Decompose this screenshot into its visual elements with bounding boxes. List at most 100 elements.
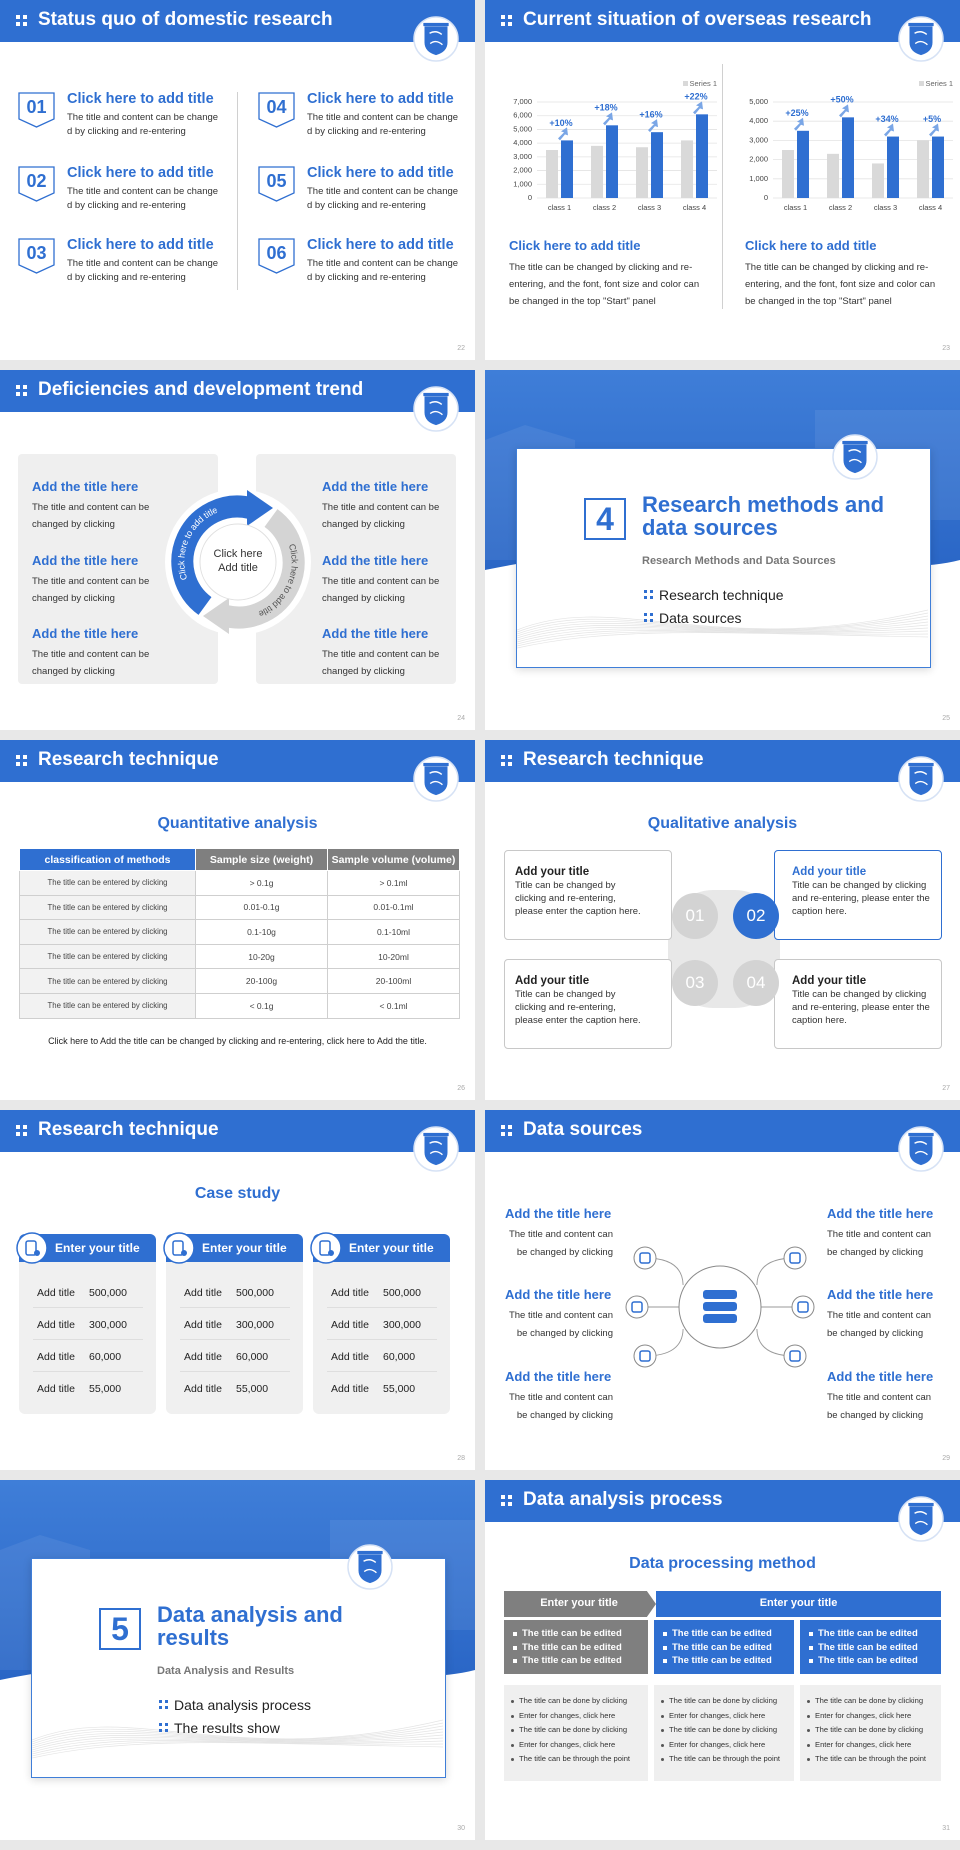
slide: Data analysis process Data processing met… [485,1480,960,1840]
annotation: +22% [684,92,707,102]
logo-band [842,440,868,445]
page-number: 25 [942,715,950,722]
item-text: The title and content can be changed by … [508,1229,613,1258]
dot [650,613,653,616]
logo-band [423,22,449,27]
header-bar [485,1110,960,1152]
item-title: Click here to add title [67,91,214,107]
header-title: Enter your title [540,1597,618,1609]
wave-line [32,1734,443,1751]
dot [644,596,647,599]
slide: Status quo of domestic research 01 Click h… [0,0,475,360]
dots-icon [501,1125,512,1136]
box-title: Add your title [792,975,867,987]
annotation-arrow [558,127,568,141]
logo-band [908,22,934,27]
bar [606,125,618,198]
wave-line [517,627,928,643]
wave-line [32,1741,443,1757]
icon-ring [163,1232,195,1264]
box-text: Title can be changed by clicking and re-… [515,880,641,917]
node-icon [789,1252,801,1264]
bar [932,136,944,198]
wave-line [32,1740,443,1755]
item-title: Add the title here [827,1287,934,1302]
logo-shield [424,26,448,56]
row-value: 55,000 [236,1383,269,1395]
node-circle [791,1295,815,1319]
row-value: 500,000 [236,1287,274,1299]
arc-grey [223,509,305,629]
badge-shape [258,166,295,202]
x-tick-label: class 2 [593,203,616,212]
header-cell: classification of methods [19,848,196,871]
slide-title: Research technique [38,1119,219,1140]
bottom-bullet: Enter for changes, click here [510,1709,642,1724]
dot [16,1132,20,1136]
dot [508,22,512,26]
logo-mark [429,771,443,786]
logo-band [908,762,934,767]
annotation: +50% [830,95,853,105]
row-value: 55,000 [383,1383,416,1395]
card-icon [163,1232,195,1264]
number-badge: 02 [18,166,55,202]
bullet: Data sources [659,610,742,626]
header-bar [485,740,960,782]
slide: 4 Research methods and data sources Resear… [485,370,960,730]
dot [508,1502,512,1506]
item-title: Add the title here [32,553,139,568]
top-bullet: The title can be edited [512,1654,640,1668]
row-rule [327,1371,437,1372]
table-cell: The title can be entered by clicking [19,919,196,945]
dot [159,1700,162,1703]
table-row: The title can be entered by clicking 0.1-… [19,919,460,945]
dots-icon [644,590,653,599]
header-cell [504,1591,656,1617]
item-text: The title and content can be changed by … [322,576,440,604]
hub-icon [703,1302,737,1311]
row-rule [180,1339,290,1340]
item-text: The title and content can be changed by … [827,1310,932,1339]
logo-shield [909,766,933,796]
logo [413,1126,459,1172]
logo-mark [429,401,443,416]
text-box: Add your title Title can be changed by cl… [504,959,672,1049]
dot [644,590,647,593]
logo-band [423,762,449,767]
header-title: Enter your title [759,1597,838,1609]
header-cell: Sample size (weight) [195,848,328,871]
top-bullet: The title can be edited [662,1654,786,1668]
section-heading: Case study [194,1185,281,1202]
table-row: The title can be entered by clicking 0.01… [19,894,460,921]
card-icon [16,1232,48,1264]
wave-line [517,632,928,649]
wave-line [517,621,928,639]
arc-blue [171,495,253,615]
logo-shield [909,26,933,56]
node-circle [633,1246,657,1270]
dot [159,1706,162,1709]
bullet: Research technique [659,587,784,603]
wave [517,609,928,649]
row-value: 55,000 [89,1383,122,1395]
bottom-bullet: The title can be through the point [660,1752,788,1767]
dot [165,1700,168,1703]
slide-title: Status quo of domestic research [38,9,333,30]
row-value: 300,000 [383,1319,421,1331]
number-badge: 04 [258,92,295,128]
bar [842,117,854,198]
dot [501,15,505,19]
number-circle: 02 [733,893,779,939]
wave-line [32,1719,443,1741]
y-tick-label: 0 [528,193,532,202]
item-title: Add the title here [322,479,429,494]
dot [23,1132,27,1136]
block-text: The title can be changed by clicking and… [509,262,700,307]
item-title: Add the title here [505,1369,612,1384]
dot [508,1495,512,1499]
number-badge: 06 [258,238,295,274]
row-value: 60,000 [236,1351,269,1363]
